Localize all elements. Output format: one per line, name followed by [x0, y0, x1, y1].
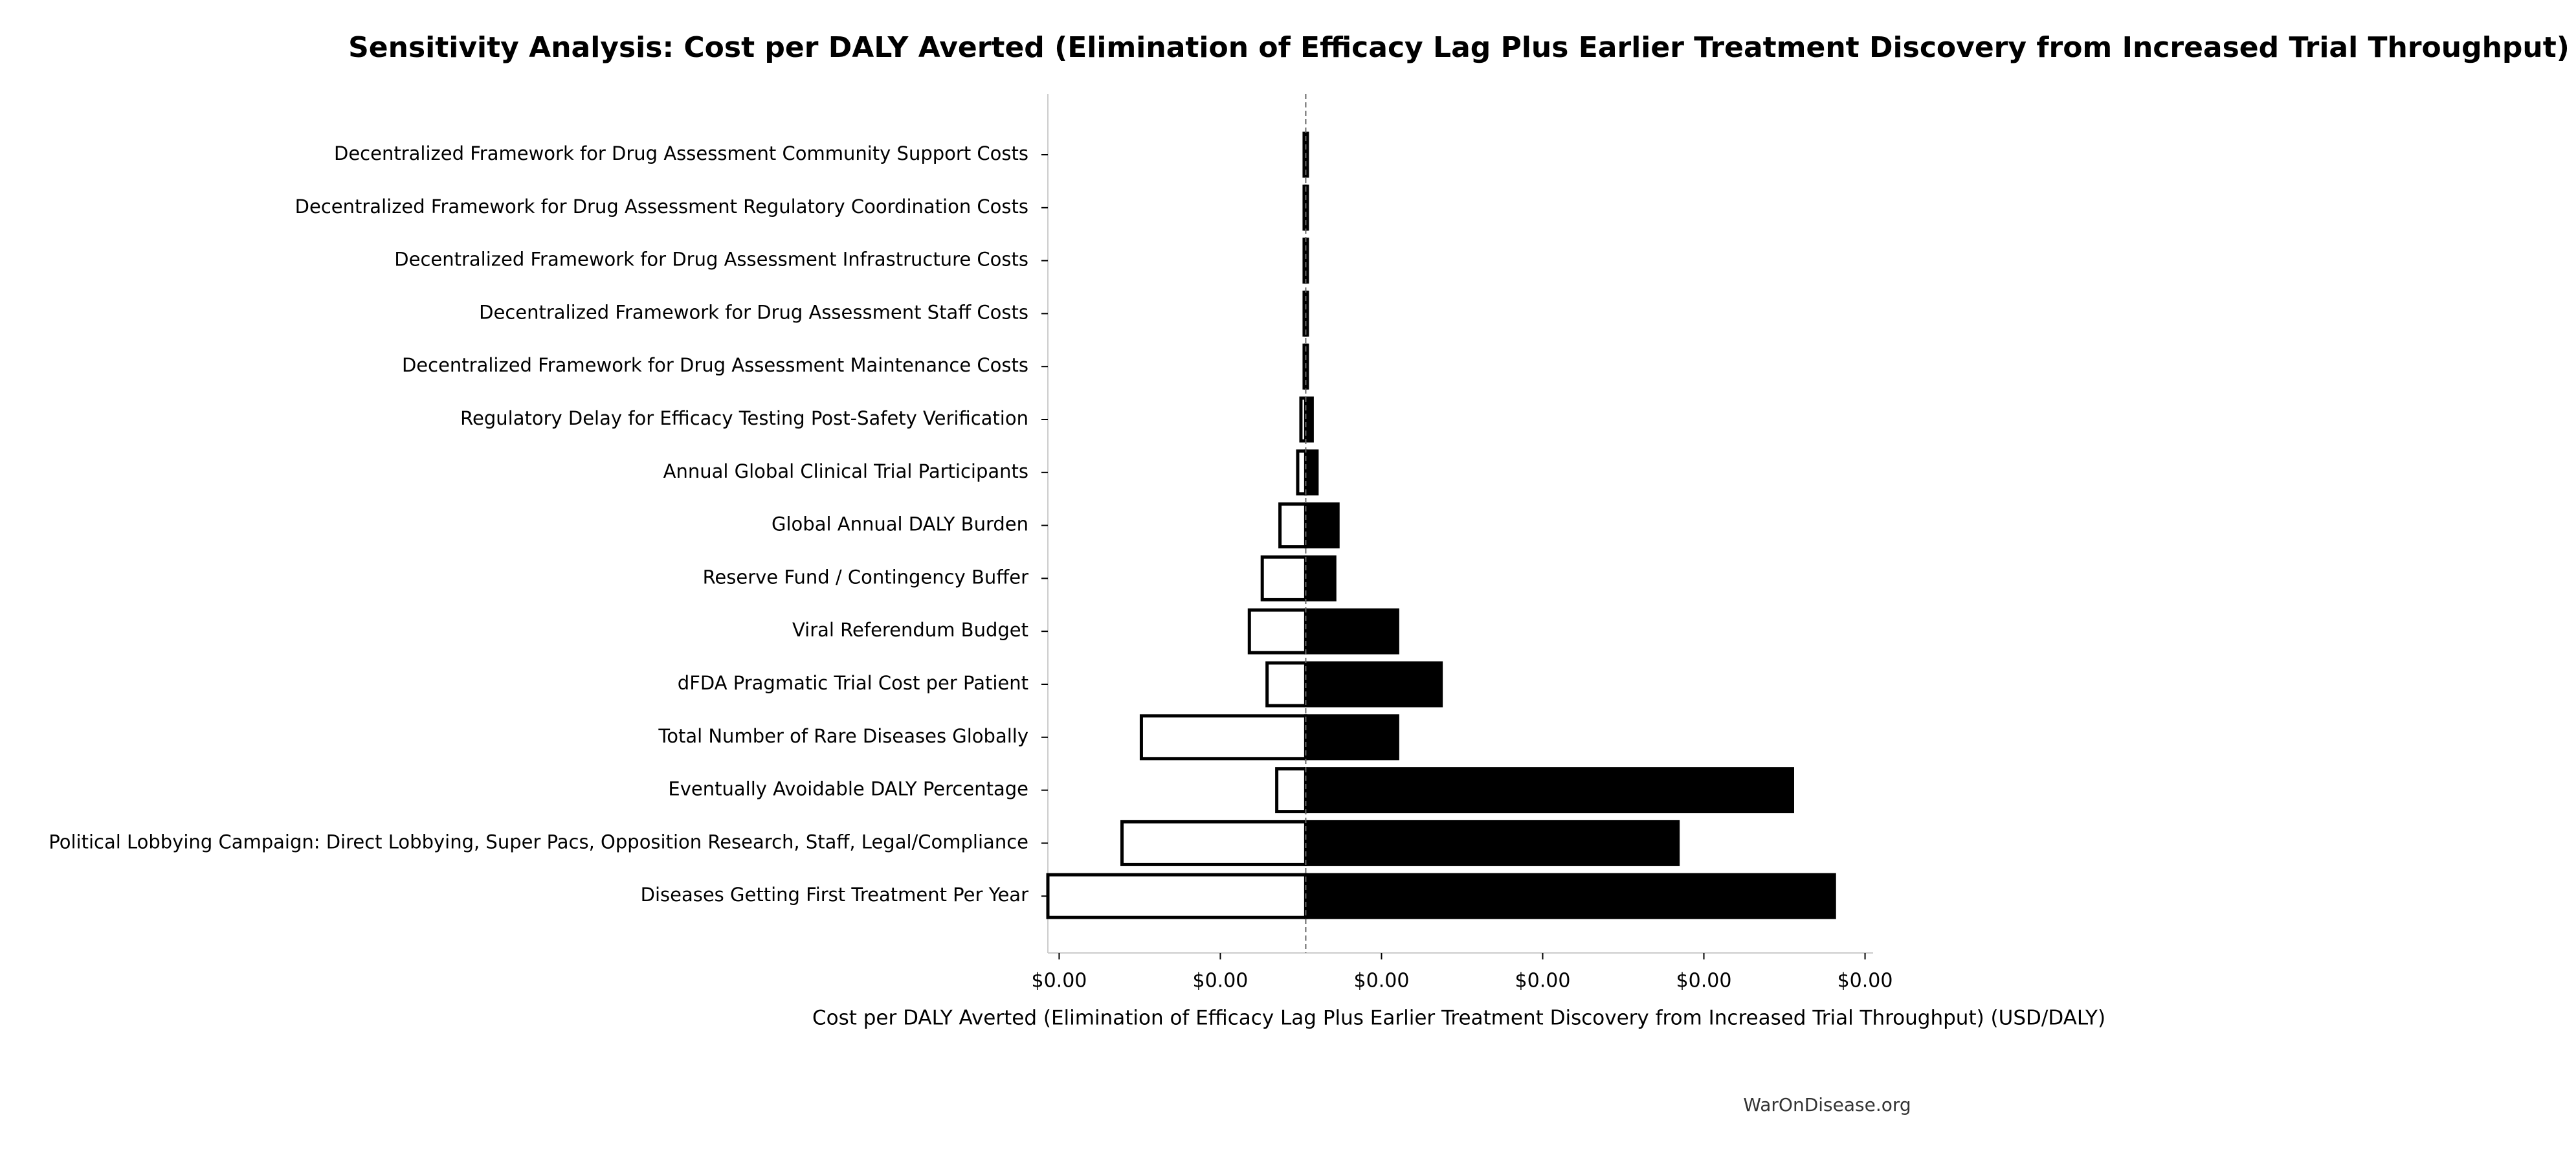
high-bar: [1304, 820, 1680, 866]
low-bar: [1278, 502, 1307, 549]
x-tick-label: $0.00: [1838, 970, 1893, 992]
y-tick-label: Annual Global Clinical Trial Participant…: [663, 460, 1028, 482]
x-tick-label: $0.00: [1354, 970, 1410, 992]
x-tick-label: $0.00: [1515, 970, 1571, 992]
y-tick-label: Regulatory Delay for Efficacy Testing Po…: [460, 407, 1028, 429]
low-bar: [1046, 873, 1307, 919]
y-tick-label: Decentralized Framework for Drug Assessm…: [479, 301, 1028, 323]
low-bar: [1139, 714, 1307, 761]
y-tick-label: Global Annual DALY Burden: [772, 513, 1028, 535]
low-bar: [1120, 820, 1307, 866]
chart-title: Sensitivity Analysis: Cost per DALY Aver…: [348, 31, 2570, 64]
y-tick-label: Decentralized Framework for Drug Assessm…: [402, 354, 1028, 376]
y-tick-label: Viral Referendum Budget: [792, 619, 1028, 641]
y-tick-label: Eventually Avoidable DALY Percentage: [668, 778, 1028, 800]
high-bar: [1304, 767, 1794, 814]
x-tick-label: $0.00: [1031, 970, 1087, 992]
y-tick-label: dFDA Pragmatic Trial Cost per Patient: [678, 672, 1028, 694]
low-bar: [1265, 661, 1307, 708]
y-tick-label: Reserve Fund / Contingency Buffer: [703, 566, 1028, 588]
high-bar: [1304, 608, 1399, 655]
x-axis-label: Cost per DALY Averted (Elimination of Ef…: [812, 1007, 2105, 1030]
x-tick-label: $0.00: [1193, 970, 1249, 992]
y-tick-label: Total Number of Rare Diseases Globally: [658, 725, 1028, 747]
low-bar: [1275, 767, 1307, 814]
high-bar: [1304, 661, 1443, 708]
high-bar: [1304, 873, 1836, 919]
high-bar: [1304, 396, 1314, 443]
low-bar: [1247, 608, 1307, 655]
high-bar: [1304, 555, 1337, 601]
y-tick-label: Decentralized Framework for Drug Assessm…: [334, 142, 1028, 164]
footer: WarOnDisease.org: [1743, 1094, 1911, 1115]
x-tick-label: $0.00: [1676, 970, 1732, 992]
high-bar: [1304, 714, 1399, 761]
y-tick-label: Decentralized Framework for Drug Assessm…: [295, 196, 1028, 218]
high-bar: [1304, 238, 1309, 284]
high-bar: [1304, 502, 1340, 549]
high-bar: [1304, 449, 1319, 496]
y-tick-label: Diseases Getting First Treatment Per Yea…: [641, 884, 1028, 906]
y-tick-label: Decentralized Framework for Drug Assessm…: [394, 249, 1028, 271]
low-bar: [1260, 555, 1307, 601]
y-tick-label: Political Lobbying Campaign: Direct Lobb…: [49, 831, 1028, 853]
